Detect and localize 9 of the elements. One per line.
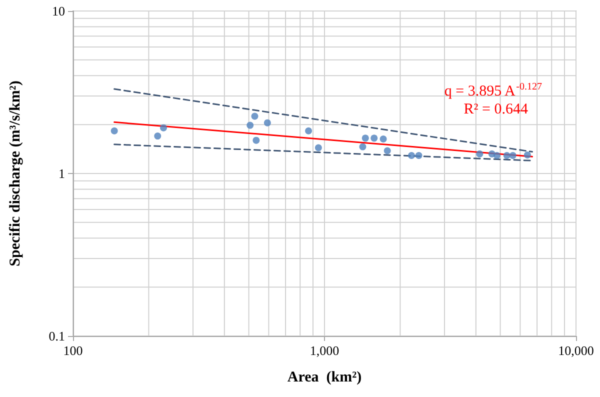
y-tick-label: 1 [58,166,65,181]
x-axis-title: Area (km²) [287,370,362,386]
x-tick-label: 100 [63,343,83,358]
y-tick-label: 0.1 [48,328,65,344]
x-tick-label: 1,000 [310,343,340,358]
y-tick-label: 10 [52,4,65,18]
y-axis-title: Specific discharge (m³/s/km²) [8,80,24,266]
annotation: R² = 0.644 [464,102,528,118]
x-tick-label: 10,000 [558,343,594,358]
